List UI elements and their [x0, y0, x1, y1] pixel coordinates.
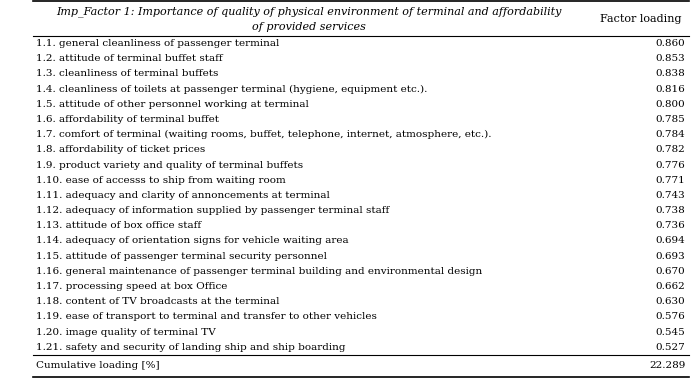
- Text: 1.17. processing speed at box Office: 1.17. processing speed at box Office: [36, 282, 227, 291]
- Text: 0.776: 0.776: [656, 161, 686, 169]
- Text: 0.800: 0.800: [656, 100, 686, 109]
- Text: 1.7. comfort of terminal (waiting rooms, buffet, telephone, internet, atmosphere: 1.7. comfort of terminal (waiting rooms,…: [36, 130, 491, 139]
- Text: 0.736: 0.736: [656, 221, 686, 230]
- Text: 1.18. content of TV broadcasts at the terminal: 1.18. content of TV broadcasts at the te…: [36, 297, 279, 306]
- Text: 22.289: 22.289: [649, 361, 686, 370]
- Text: 0.784: 0.784: [656, 130, 686, 139]
- Text: 1.2. attitude of terminal buffet staff: 1.2. attitude of terminal buffet staff: [36, 54, 222, 63]
- Text: 1.11. adequacy and clarity of annoncements at terminal: 1.11. adequacy and clarity of annoncemen…: [36, 191, 330, 200]
- Text: 1.8. affordability of ticket prices: 1.8. affordability of ticket prices: [36, 145, 205, 154]
- Text: 1.5. attitude of other personnel working at terminal: 1.5. attitude of other personnel working…: [36, 100, 309, 109]
- Text: 1.10. ease of accesss to ship from waiting room: 1.10. ease of accesss to ship from waiti…: [36, 176, 286, 185]
- Text: 0.771: 0.771: [656, 176, 686, 185]
- Text: 0.782: 0.782: [656, 145, 686, 154]
- Text: 1.15. attitude of passenger terminal security personnel: 1.15. attitude of passenger terminal sec…: [36, 252, 327, 260]
- Text: 0.860: 0.860: [656, 39, 686, 48]
- Text: 0.693: 0.693: [656, 252, 686, 260]
- Text: 1.1. general cleanliness of passenger terminal: 1.1. general cleanliness of passenger te…: [36, 39, 279, 48]
- Text: Imp_Factor 1: Importance of quality of physical environment of terminal and affo: Imp_Factor 1: Importance of quality of p…: [56, 6, 562, 17]
- Text: 1.14. adequacy of orientation signs for vehicle waiting area: 1.14. adequacy of orientation signs for …: [36, 237, 348, 245]
- Text: 0.785: 0.785: [656, 115, 686, 124]
- Text: 0.853: 0.853: [656, 54, 686, 63]
- Text: Factor loading: Factor loading: [599, 14, 681, 24]
- Text: 0.738: 0.738: [656, 206, 686, 215]
- Text: 0.576: 0.576: [656, 312, 686, 321]
- Text: 0.545: 0.545: [656, 328, 686, 336]
- Text: 0.743: 0.743: [656, 191, 686, 200]
- Text: 0.630: 0.630: [656, 297, 686, 306]
- Text: of provided services: of provided services: [252, 22, 366, 32]
- Text: 1.3. cleanliness of terminal buffets: 1.3. cleanliness of terminal buffets: [36, 70, 218, 78]
- Text: 0.662: 0.662: [656, 282, 686, 291]
- Text: 0.694: 0.694: [656, 237, 686, 245]
- Text: 1.21. safety and security of landing ship and ship boarding: 1.21. safety and security of landing shi…: [36, 343, 346, 352]
- Text: 0.527: 0.527: [656, 343, 686, 352]
- Text: 1.9. product variety and quality of terminal buffets: 1.9. product variety and quality of term…: [36, 161, 303, 169]
- Text: 0.670: 0.670: [656, 267, 686, 276]
- Text: 1.16. general maintenance of passenger terminal building and environmental desig: 1.16. general maintenance of passenger t…: [36, 267, 482, 276]
- Text: 0.838: 0.838: [656, 70, 686, 78]
- Text: 1.12. adequacy of information supplied by passenger terminal staff: 1.12. adequacy of information supplied b…: [36, 206, 389, 215]
- Text: 1.13. attitude of box office staff: 1.13. attitude of box office staff: [36, 221, 201, 230]
- Text: 1.6. affordability of terminal buffet: 1.6. affordability of terminal buffet: [36, 115, 219, 124]
- Text: Cumulative loading [%]: Cumulative loading [%]: [36, 361, 160, 370]
- Text: 1.20. image quality of terminal TV: 1.20. image quality of terminal TV: [36, 328, 215, 336]
- Text: 1.4. cleanliness of toilets at passenger terminal (hygiene, equipment etc.).: 1.4. cleanliness of toilets at passenger…: [36, 85, 427, 94]
- Text: 0.816: 0.816: [656, 85, 686, 94]
- Text: 1.19. ease of transport to terminal and transfer to other vehicles: 1.19. ease of transport to terminal and …: [36, 312, 377, 321]
